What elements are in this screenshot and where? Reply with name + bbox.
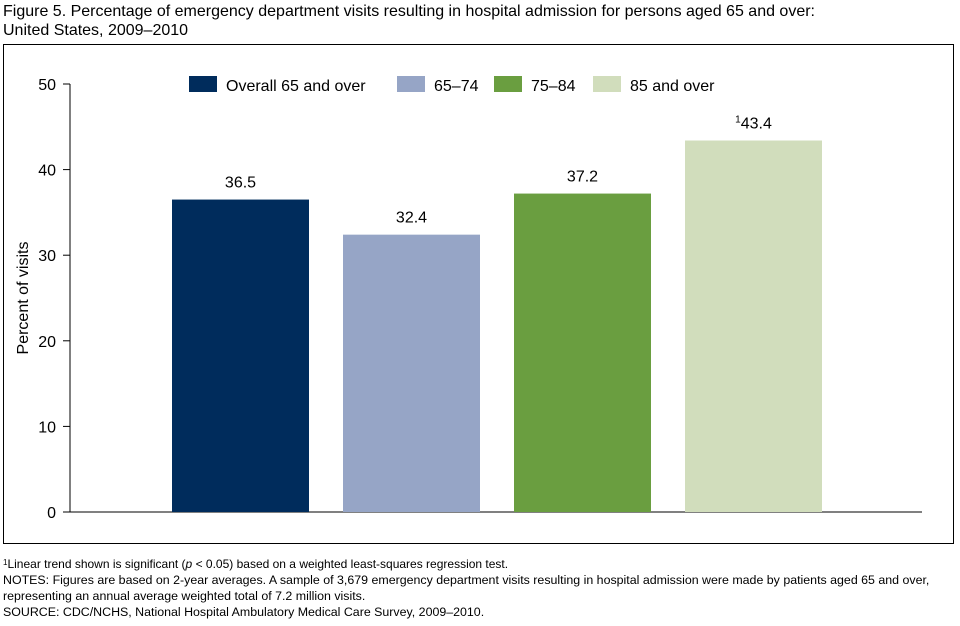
bar-3 — [514, 193, 651, 512]
value-label-superscript: 1 — [735, 114, 741, 125]
footnote-1-marker: 1 — [3, 558, 8, 567]
figure-title-line1: Figure 5. Percentage of emergency depart… — [3, 3, 815, 20]
legend-swatch-1 — [189, 76, 217, 92]
bar-1 — [172, 199, 309, 512]
chart-value-labels: 36.5 32.4 37.2 143.4 — [225, 114, 772, 226]
figure-title-line2: United States, 2009–2010 — [3, 22, 189, 39]
footnote-1-text-a: Linear trend shown is significant ( — [7, 557, 186, 571]
value-label-1: 36.5 — [225, 175, 256, 192]
legend-swatch-4 — [593, 76, 621, 92]
footnote-1-p: p — [185, 557, 193, 571]
bar-4 — [685, 140, 822, 512]
footnotes: 1Linear trend shown is significant (p < … — [3, 556, 958, 620]
y-axis-title: Percent of visits — [15, 242, 32, 355]
value-label-4: 143.4 — [735, 114, 772, 132]
footnote-1: 1Linear trend shown is significant (p < … — [3, 556, 958, 572]
legend-label-2: 65–74 — [434, 78, 479, 95]
footnote-source: SOURCE: CDC/NCHS, National Hospital Ambu… — [3, 605, 485, 619]
bar-chart: 0 10 20 30 40 50 Percent of visits 36.5 32.4 37.… — [15, 76, 922, 522]
y-tick-label: 0 — [47, 505, 56, 522]
chart-frame — [3, 44, 954, 544]
bar-2 — [343, 234, 480, 512]
y-tick-label: 10 — [38, 419, 56, 436]
legend-label-3: 75–84 — [531, 78, 576, 95]
figure-title: Figure 5. Percentage of emergency depart… — [3, 2, 953, 40]
legend-label-1: Overall 65 and over — [226, 78, 366, 95]
chart-bars — [172, 140, 822, 512]
value-label-3: 37.2 — [567, 169, 598, 186]
chart-axes: 0 10 20 30 40 50 Percent of visits — [15, 77, 922, 522]
footnote-1-text-b: < 0.05) based on a weighted least-square… — [192, 557, 509, 571]
y-tick-label: 40 — [38, 163, 56, 180]
y-tick-label: 20 — [38, 334, 56, 351]
legend-swatch-2 — [397, 76, 425, 92]
y-tick-label: 50 — [38, 77, 56, 94]
legend-label-4: 85 and over — [630, 78, 715, 95]
footnote-notes: NOTES: Figures are based on 2-year avera… — [3, 573, 930, 603]
legend-swatch-3 — [494, 76, 522, 92]
value-label-2: 32.4 — [396, 210, 427, 227]
value-label-number: 43.4 — [741, 115, 772, 132]
y-tick-label: 30 — [38, 248, 56, 265]
chart-legend: Overall 65 and over 65–74 75–84 85 and over — [189, 76, 715, 95]
